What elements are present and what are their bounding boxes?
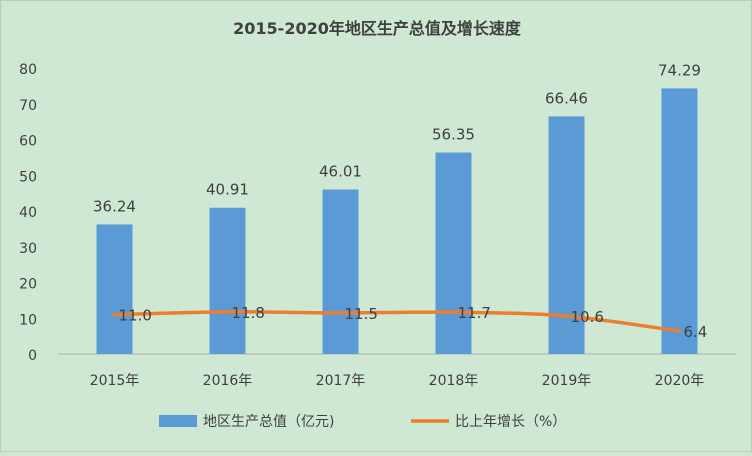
y-tick-label: 20 [19,277,37,293]
y-tick-label: 80 [19,62,37,78]
x-tick-label: 2015年 [90,373,140,389]
bar [96,224,133,354]
x-tick-label: 2020年 [655,373,705,389]
line-value-label: 6.4 [684,323,708,341]
line-data-labels: 11.0 11.8 11.5 11.7 10.6 6.4 [119,304,708,341]
bar-value-label: 40.91 [206,181,249,199]
y-tick-label: 40 [19,205,37,221]
x-axis-ticks: 2015年 2016年 2017年 2018年 2019年 2020年 [90,373,705,389]
legend-bar-label: 地区生产总值（亿元) [203,414,334,430]
legend-line-label: 比上年增长（%） [455,414,566,430]
bar [661,88,698,354]
y-tick-label: 30 [19,241,37,257]
bar-value-label: 46.01 [319,163,362,181]
y-tick-label: 60 [19,134,37,150]
y-tick-label: 50 [19,169,37,185]
x-tick-label: 2019年 [542,373,592,389]
x-tick-label: 2016年 [203,373,253,389]
y-axis-ticks: 0 10 20 30 40 50 60 70 80 [19,62,37,364]
y-tick-label: 70 [19,98,37,114]
bar [435,152,472,354]
line-value-label: 11.0 [119,307,152,325]
growth-line [112,310,682,333]
line-value-label: 11.8 [232,304,265,322]
legend: 地区生产总值（亿元) 比上年增长（%） [159,414,566,430]
bar-value-label: 74.29 [658,61,701,79]
x-tick-label: 2018年 [429,373,479,389]
legend-bar-swatch [159,415,197,427]
line-value-label: 10.6 [571,308,604,326]
bar-data-labels: 36.24 40.91 46.01 56.35 66.46 74.29 [93,61,701,215]
line-value-label: 11.5 [345,305,378,323]
bar [322,189,359,354]
chart-title: 2015-2020年地区生产总值及增长速度 [233,19,522,38]
bar-value-label: 56.35 [432,126,475,144]
line-value-label: 11.7 [458,304,491,322]
x-tick-label: 2017年 [316,373,366,389]
y-tick-label: 0 [28,348,37,364]
bar-value-label: 66.46 [545,89,588,107]
y-tick-label: 10 [19,312,37,328]
bar [209,207,246,354]
bar-value-label: 36.24 [93,197,136,215]
